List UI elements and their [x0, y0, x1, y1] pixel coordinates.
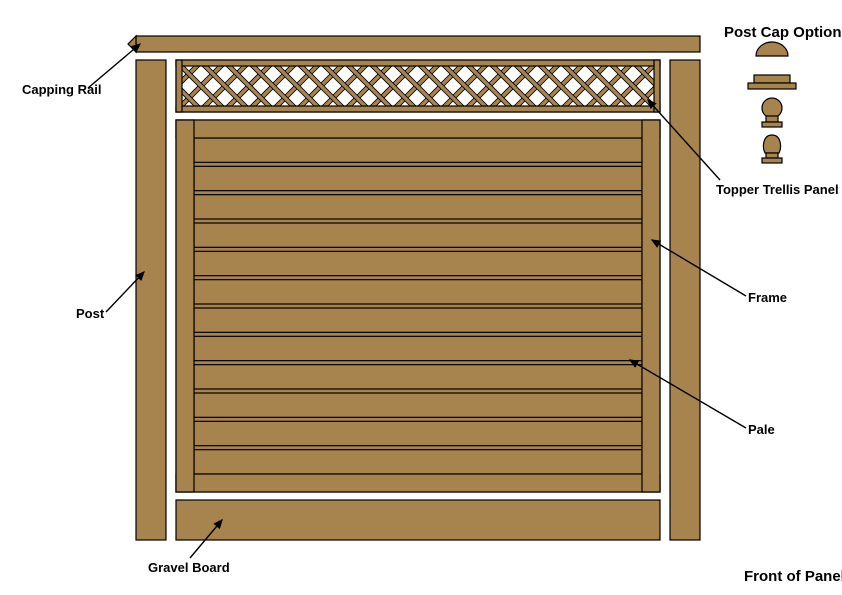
label-capping-rail: Capping Rail	[22, 82, 101, 97]
post-left	[136, 60, 166, 540]
label-post-cap-options: Post Cap Options	[724, 24, 842, 41]
post-cap-flat-base	[748, 83, 796, 89]
pale	[194, 450, 642, 474]
gravel-board	[176, 500, 660, 540]
label-gravel-board: Gravel Board	[148, 560, 230, 575]
pale	[194, 365, 642, 389]
pale	[194, 166, 642, 190]
post-cap-dome	[756, 42, 788, 56]
pale	[194, 421, 642, 445]
post-right	[670, 60, 700, 540]
pale	[194, 308, 642, 332]
label-pale: Pale	[748, 422, 775, 437]
label-frame: Frame	[748, 290, 787, 305]
label-topper-trellis: Topper Trellis Panel	[716, 182, 839, 197]
label-post: Post	[76, 306, 104, 321]
pale	[194, 393, 642, 417]
pale	[194, 223, 642, 247]
pale	[194, 280, 642, 304]
pale	[194, 195, 642, 219]
caption-front-of-panel: Front of Panel	[744, 568, 842, 585]
pale	[194, 251, 642, 275]
post-cap-acorn	[763, 135, 780, 153]
capping-rail	[136, 36, 700, 52]
pale	[194, 138, 642, 162]
pale	[194, 336, 642, 360]
post-cap-flat-top	[754, 75, 790, 83]
post-cap-ball	[762, 98, 782, 118]
